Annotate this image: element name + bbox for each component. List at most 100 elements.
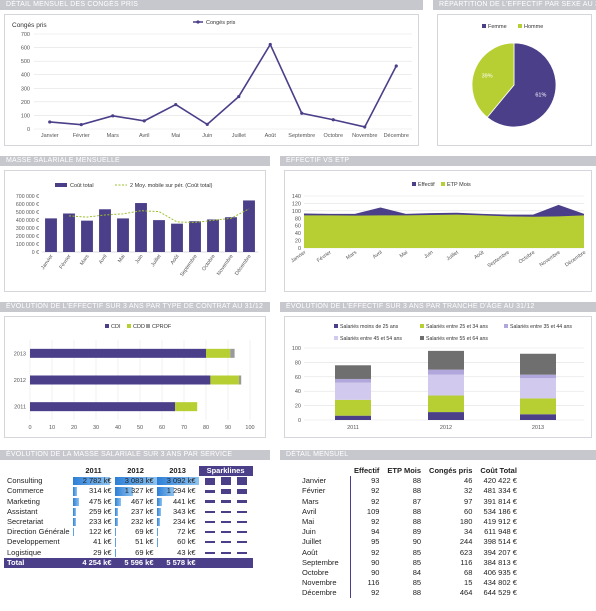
detail-header-conges: Congés pris [429,466,473,476]
masse-bar [243,200,255,252]
y-tick-label: 40 [295,389,301,395]
x-tick-label: 40 [115,425,121,431]
service-data-bar [72,517,76,527]
service-sparkline [199,537,253,547]
pie-slice-femme [486,42,557,128]
sparkline-bar [236,489,247,494]
service-value-text: 72 k€ [177,527,196,537]
legend-swatch [146,324,150,328]
masse-bar [189,221,201,252]
y-tick-label: 2012 [14,378,26,384]
service-value: 233 k€ [72,517,115,527]
masse-panel-title: MASSE SALARIALE MENSUELLE [0,156,270,166]
service-label: Marketing [7,496,40,506]
detail-value: 88 [412,588,422,598]
service-row: Direction Générale 122 k€ 69 k€ 72 k€ [4,527,253,537]
service-data-bar [156,487,175,496]
legend-label: Femme [488,24,507,30]
conges-point [237,94,241,99]
detail-value: 92 [349,588,384,599]
service-value-text: 233 k€ [89,517,112,527]
service-value-text: 467 k€ [131,496,154,506]
service-total-row: Total 4 254 k€ 5 596 k€ 5 578 k€ [4,557,253,568]
service-data-bar [114,497,121,506]
detail-value: 90 [349,567,384,579]
y-tick-label: 700 000 € [16,194,39,200]
legend-marker-conges [196,20,200,24]
x-tick-label: Octobre [518,250,537,266]
service-sparkline [199,476,253,486]
service-sparkline [199,548,253,558]
detail-row: Septembre 90 85 116 384 813 € [298,557,521,568]
service-data-bar [72,497,79,506]
service-value: 122 k€ [72,527,115,537]
detail-value: 391 814 € [483,496,517,506]
x-tick-label: Juillet [150,253,163,268]
x-tick-label: 100 [245,425,254,431]
service-label: Direction Générale [7,527,70,537]
y-tick-label: 500 [21,59,30,65]
detail-value: 32 [464,486,473,496]
detail-value: 92 [349,516,384,528]
sparkline-bar [236,531,247,534]
legend-label: Salariés entre 35 et 44 ans [510,324,572,330]
service-data-bar [156,497,163,506]
service-label: Commerce [7,486,44,496]
sparkline-bar [220,520,231,524]
y-tick-label: 0 [27,127,30,133]
x-tick-label: Septembre [288,133,315,139]
detail-month: Septembre [302,557,339,567]
detail-header-blank [298,466,350,476]
age-segment [335,399,371,416]
sparkline-bar [236,551,247,554]
detail-month: Août [302,547,318,557]
x-tick-label: Août [473,249,486,260]
legend-swatch [55,183,67,187]
detail-value: 109 [349,506,384,517]
service-value-text: 2 782 k€ [82,476,112,486]
service-value: 314 k€ [72,486,115,496]
service-data-bar [114,487,133,496]
legend-label: CDI [111,324,121,330]
x-tick-label: Août [170,253,181,266]
service-value: 43 k€ [156,548,199,558]
detail-row: Juillet 95 90 244 398 514 € [298,537,521,548]
sparkline-bar [204,500,215,504]
y-tick-label: 100 [21,113,30,119]
service-data-bar [114,507,118,516]
conges-point [363,125,367,129]
x-tick-label: Juin [134,254,144,265]
detail-value: 68 [464,567,473,577]
detail-value: 464 [459,588,473,598]
service-sparkline [199,507,253,517]
sparkline-bar [204,531,215,534]
legend-label: Coût total [70,183,94,189]
age-segment [428,395,464,413]
service-label: Developpement [7,537,60,547]
age-segment [520,398,556,415]
age-segment [335,365,371,379]
etp-panel-title: EFFECTIF VS ETP [280,156,596,166]
detail-value: 384 813 € [483,557,517,567]
sparkline-bar [220,510,231,514]
detail-value: 434 802 € [483,578,517,588]
y-tick-label: 200 [21,100,30,106]
masse-bar [171,223,183,252]
x-tick-label: Avril [139,133,150,139]
service-value: 41 k€ [72,537,115,547]
detail-panel: DÉTAIL MENSUEL [280,450,596,600]
service-value-text: 60 k€ [177,537,196,547]
conges-point [142,119,146,123]
x-tick-label: 80 [203,425,209,431]
contrat-bar-cprof [230,348,235,358]
service-value: 467 k€ [114,496,157,507]
y-tick-label: 120 [292,201,301,207]
age-segment [335,382,371,400]
pie-data-label: 39% [482,73,493,79]
age-segment [520,374,556,379]
detail-value: 95 [349,537,384,548]
x-tick-label: 10 [49,425,55,431]
y-tick-label: 100 [292,346,301,352]
service-value: 60 k€ [156,537,199,547]
service-row: Secretariat 233 k€ 232 k€ 234 k€ [4,517,253,527]
